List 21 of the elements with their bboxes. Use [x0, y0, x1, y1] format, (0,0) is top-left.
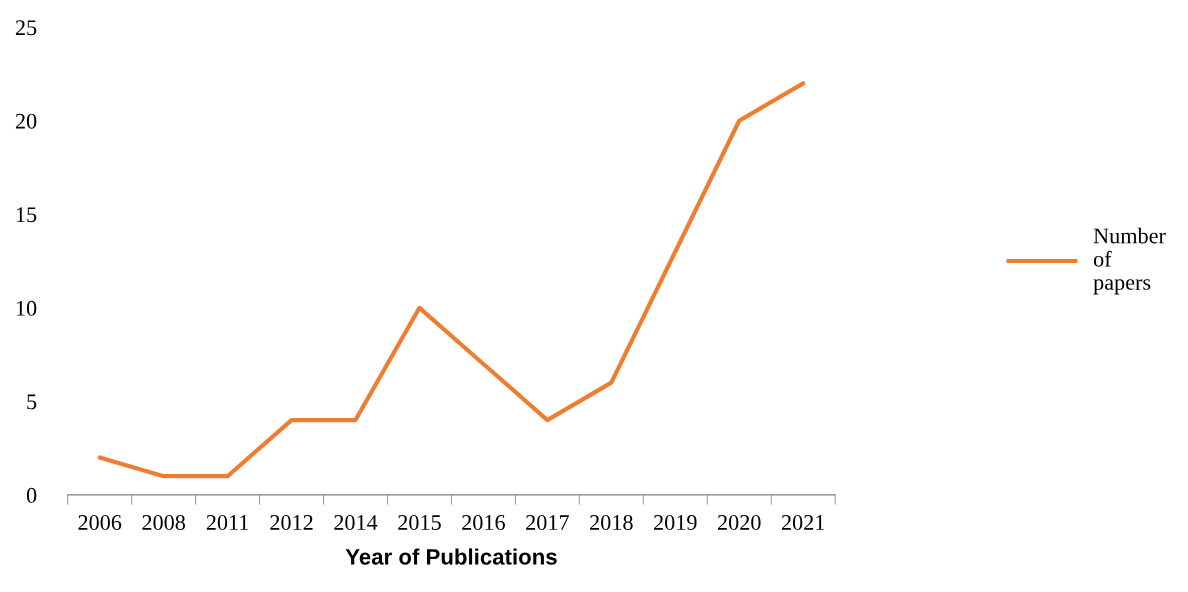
line-series [97, 81, 806, 479]
x-tick-label: 2008 [142, 515, 186, 530]
x-tick-label: 2019 [654, 515, 697, 530]
x-axis-title: Year of Publications [345, 548, 557, 565]
x-tick-label: 2021 [781, 515, 825, 530]
y-tick-label: 25 [15, 20, 37, 36]
x-tick-label: 2006 [78, 515, 122, 530]
x-tick-label: 2014 [334, 515, 378, 530]
x-tick-label: 2012 [270, 515, 313, 530]
y-tick-label: 15 [16, 207, 37, 223]
y-tick-label: 0 [26, 487, 37, 503]
y-tick-label: 10 [16, 300, 37, 316]
y-tick-label: 5 [27, 394, 37, 410]
y-tick-label: 20 [15, 113, 37, 129]
x-tick-label: 2016 [462, 515, 505, 530]
x-tick-label: 2015 [398, 515, 441, 530]
legend-label: Number of papers [1093, 227, 1166, 295]
x-tick-label: 2017 [526, 515, 569, 530]
x-tick-label: 2020 [717, 515, 761, 530]
x-tick-label: 2018 [590, 515, 633, 530]
x-tick-label: 2011 [206, 515, 249, 530]
